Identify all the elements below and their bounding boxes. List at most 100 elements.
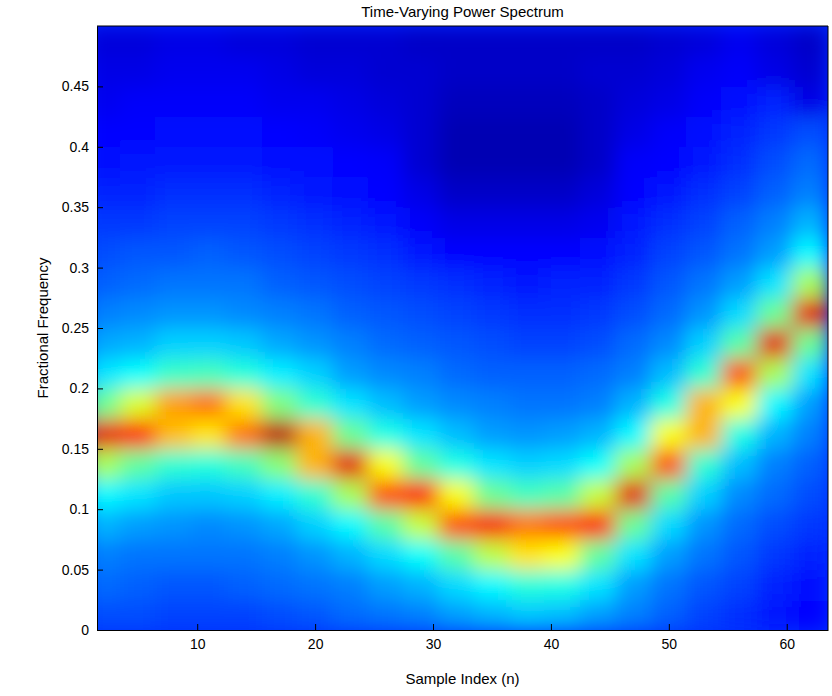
heatmap-cell — [438, 297, 474, 328]
heatmap-cell — [191, 26, 227, 57]
heatmap-cell — [615, 569, 651, 600]
heatmap-cell — [368, 448, 404, 479]
heatmap-cell — [474, 599, 510, 630]
y-tick: 0.1 — [70, 501, 103, 517]
heatmap-cell — [120, 358, 156, 389]
heatmap-cell — [155, 267, 191, 298]
heatmap-cell — [580, 388, 616, 419]
heatmap-cell — [721, 207, 757, 238]
heatmap-cell — [580, 539, 616, 570]
heatmap-cell — [191, 267, 227, 298]
heatmap-cell — [509, 388, 545, 419]
heatmap-cell — [651, 26, 687, 57]
heatmap-cell — [545, 448, 581, 479]
heatmap-cell — [686, 207, 722, 238]
heatmap-cell — [438, 56, 474, 87]
heatmap-cell — [191, 177, 227, 208]
heatmap-cell — [545, 539, 581, 570]
heatmap-cell — [438, 599, 474, 630]
x-tick-mark — [787, 624, 788, 630]
heatmap-cell — [226, 509, 262, 540]
heatmap-cell — [368, 26, 404, 57]
heatmap-cell — [226, 297, 262, 328]
heatmap-cell — [757, 539, 793, 570]
heatmap-cell — [757, 328, 793, 359]
heatmap-cell — [368, 56, 404, 87]
heatmap-cell — [580, 86, 616, 117]
heatmap-cell — [545, 418, 581, 449]
heatmap-cell — [509, 539, 545, 570]
heatmap-cell — [580, 509, 616, 540]
heatmap-cell — [438, 116, 474, 147]
y-tick-mark — [97, 570, 103, 571]
heatmap-cell — [651, 328, 687, 359]
heatmap-cell — [297, 26, 333, 57]
heatmap-cell — [155, 328, 191, 359]
heatmap-cell — [792, 237, 828, 268]
heatmap-cell — [580, 26, 616, 57]
heatmap-cell — [792, 448, 828, 479]
heatmap-cell — [155, 569, 191, 600]
y-axis-title: Fractional Frequency — [34, 257, 51, 398]
heatmap-cell — [686, 116, 722, 147]
heatmap-cell — [226, 86, 262, 117]
heatmap-cell — [332, 539, 368, 570]
x-tick: 50 — [662, 624, 678, 652]
heatmap-cell — [686, 328, 722, 359]
heatmap-cell — [545, 479, 581, 510]
heatmap-cell — [368, 358, 404, 389]
heatmap-cell — [686, 297, 722, 328]
heatmap-cell — [545, 116, 581, 147]
heatmap-cell — [792, 418, 828, 449]
heatmap-cell — [120, 599, 156, 630]
heatmap-cell — [545, 207, 581, 238]
heatmap-cell — [545, 86, 581, 117]
x-tick: 20 — [308, 624, 324, 652]
heatmap-cell — [438, 207, 474, 238]
y-tick-label: 0.25 — [62, 320, 89, 336]
heatmap-cell — [297, 297, 333, 328]
heatmap-cell — [332, 26, 368, 57]
heatmap-cell — [97, 448, 121, 479]
heatmap-cell — [615, 207, 651, 238]
y-tick-mark — [97, 147, 103, 148]
heatmap-cell — [97, 479, 121, 510]
heatmap-cell — [792, 26, 828, 57]
heatmap-cell — [262, 388, 298, 419]
heatmap-cell — [403, 388, 439, 419]
heatmap-cell — [297, 56, 333, 87]
heatmap-cell — [615, 26, 651, 57]
heatmap-cell — [297, 448, 333, 479]
heatmap-cell — [403, 448, 439, 479]
heatmap-cell — [368, 328, 404, 359]
heatmap-cell — [368, 207, 404, 238]
heatmap-cell — [262, 448, 298, 479]
heatmap-cell — [615, 418, 651, 449]
heatmap-cell — [686, 237, 722, 268]
heatmap-cell — [792, 569, 828, 600]
heatmap-cell — [545, 388, 581, 419]
heatmap-cell — [438, 267, 474, 298]
heatmap-cell — [651, 358, 687, 389]
heatmap-cell — [226, 207, 262, 238]
x-tick-mark — [433, 624, 434, 630]
heatmap-cell — [97, 56, 121, 87]
heatmap-cell — [721, 267, 757, 298]
x-tick-mark — [669, 624, 670, 630]
heatmap-cell — [368, 86, 404, 117]
heatmap-cell — [368, 599, 404, 630]
heatmap-cell — [226, 26, 262, 57]
heatmap-cell — [686, 599, 722, 630]
heatmap-cell — [474, 569, 510, 600]
heatmap-cell — [721, 177, 757, 208]
heatmap-cell — [757, 569, 793, 600]
heatmap-cell — [509, 86, 545, 117]
heatmap-cell — [368, 479, 404, 510]
heatmap-cell — [226, 56, 262, 87]
heatmap-cell — [97, 297, 121, 328]
heatmap-cells — [97, 26, 828, 630]
heatmap-cell — [686, 388, 722, 419]
heatmap-cell — [686, 26, 722, 57]
heatmap-cell — [120, 448, 156, 479]
heatmap-cell — [191, 116, 227, 147]
